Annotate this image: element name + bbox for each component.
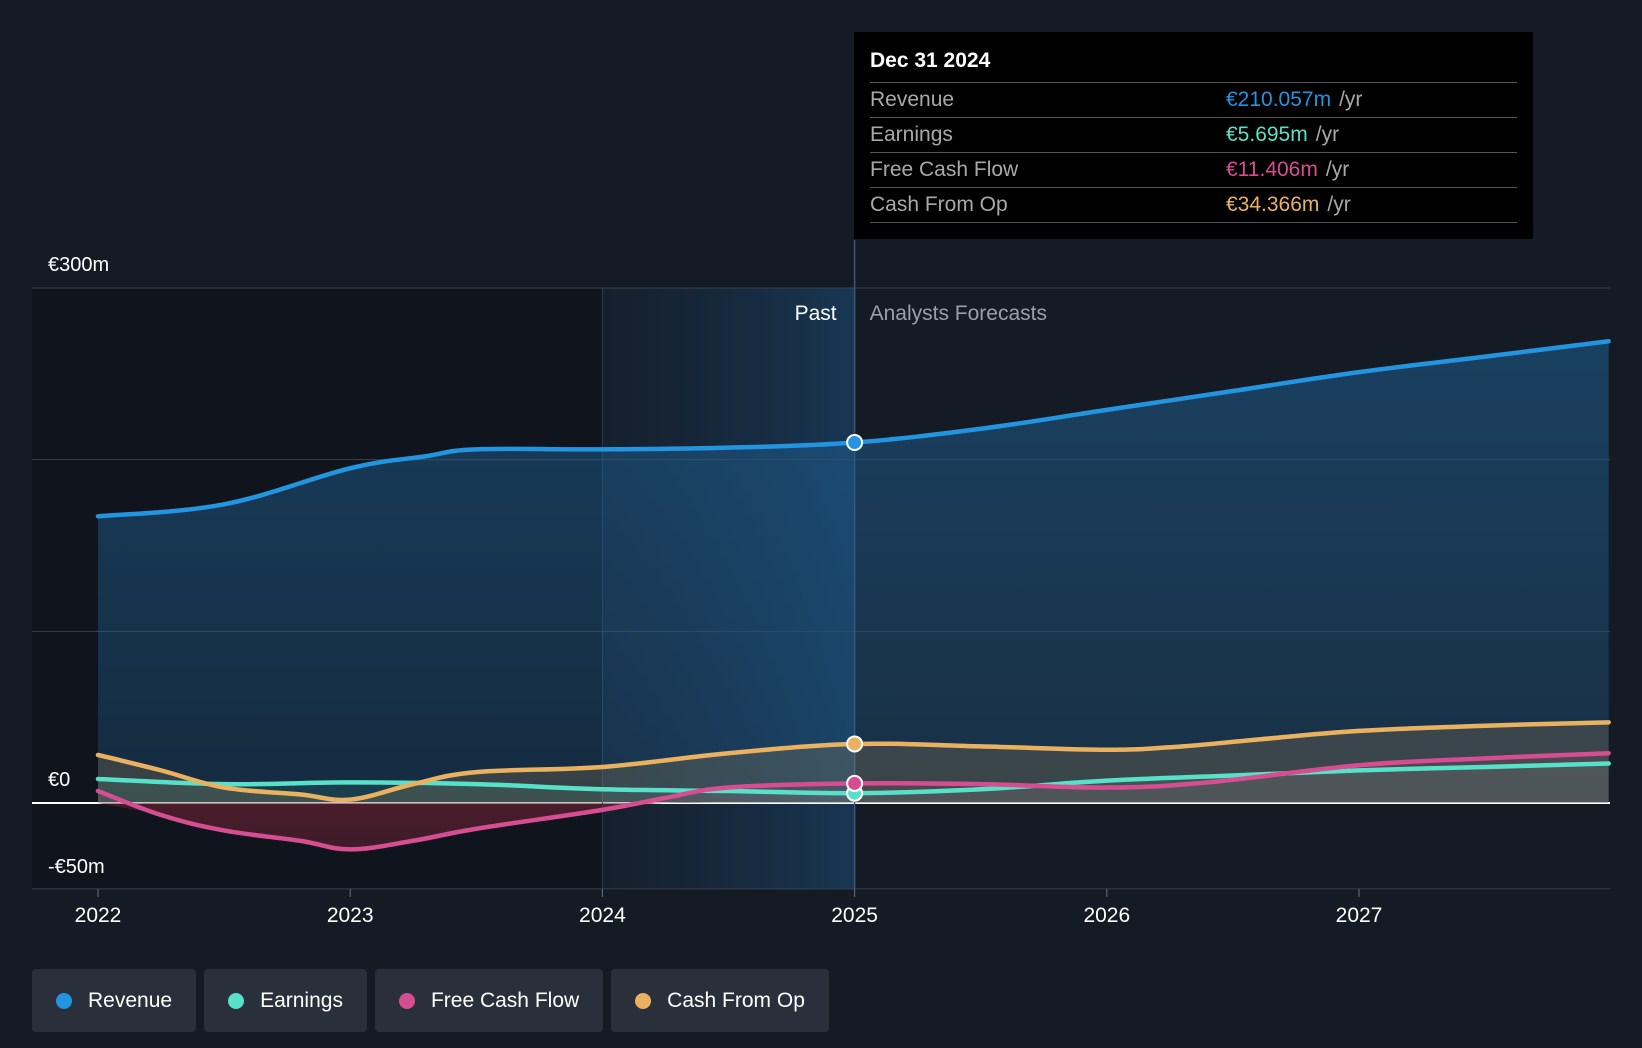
legend-item-revenue[interactable]: Revenue — [32, 969, 197, 1032]
tooltip-label: Cash From Op — [870, 193, 1008, 216]
past-label: Past — [795, 302, 837, 325]
chart-legend: Revenue Earnings Free Cash Flow Cash Fro… — [32, 969, 829, 1032]
tooltip-value: €34.366m — [1226, 193, 1320, 216]
revenue-point — [846, 434, 864, 451]
y-tick-label: -€50m — [48, 856, 105, 878]
tooltip-unit: /yr — [1339, 88, 1363, 111]
forecast-label: Analysts Forecasts — [870, 302, 1047, 325]
tooltip-value: €5.695m — [1226, 123, 1308, 146]
tooltip-label: Free Cash Flow — [870, 158, 1019, 181]
free-cash-flow-negative-area — [98, 802, 1609, 850]
tooltip-value: €11.406m — [1226, 158, 1318, 181]
earnings-area — [98, 763, 1609, 803]
legend-label: Earnings — [260, 988, 343, 1012]
legend-label: Cash From Op — [667, 988, 805, 1012]
cash-from-op-point — [846, 735, 864, 753]
tooltip-label: Revenue — [870, 88, 955, 111]
x-tick-label: 2023 — [327, 904, 374, 927]
y-tick-label: €0 — [48, 769, 70, 791]
tooltip-row-free-cash-flow: Free Cash Flow €11.406m /yr — [870, 153, 1517, 188]
legend-label: Free Cash Flow — [430, 988, 580, 1012]
tooltip-row-earnings: Earnings €5.695m /yr — [870, 118, 1517, 153]
free-cash-flow-line — [95, 750, 1611, 852]
tooltip-row-revenue: Revenue €210.057m /yr — [870, 83, 1517, 118]
x-tick-label: 2027 — [1336, 904, 1383, 927]
cash-from-op-line — [95, 720, 1611, 803]
x-tick-label: 2024 — [579, 904, 626, 927]
x-tick-label: 2025 — [831, 904, 878, 927]
revenue-line — [95, 338, 1611, 519]
legend-dot-icon — [398, 992, 415, 1009]
tooltip-value: €210.057m — [1226, 88, 1332, 111]
legend-dot-icon — [228, 992, 245, 1009]
x-tick-label: 2026 — [1083, 904, 1130, 927]
legend-label: Revenue — [88, 988, 173, 1012]
tooltip-unit: /yr — [1315, 123, 1340, 146]
x-tick-label: 2022 — [75, 904, 122, 927]
revenue-area — [98, 341, 1609, 803]
legend-dot-icon — [635, 992, 652, 1009]
legend-item-free-cash-flow[interactable]: Free Cash Flow — [374, 969, 604, 1032]
tooltip-row-cash-from-op: Cash From Op €34.366m /yr — [870, 188, 1517, 223]
tooltip-unit: /yr — [1325, 158, 1350, 181]
free-cash-flow-point — [846, 774, 864, 792]
hover-tooltip: Dec 31 2024 Revenue €210.057m /yr Earnin… — [854, 32, 1533, 239]
legend-item-earnings[interactable]: Earnings — [204, 969, 367, 1032]
legend-item-cash-from-op[interactable]: Cash From Op — [611, 969, 829, 1032]
legend-dot-icon — [56, 992, 72, 1009]
tooltip-unit: /yr — [1327, 193, 1351, 216]
tooltip-date: Dec 31 2024 — [870, 46, 1517, 83]
y-tick-label: €300m — [48, 254, 109, 276]
tooltip-label: Earnings — [870, 123, 953, 146]
